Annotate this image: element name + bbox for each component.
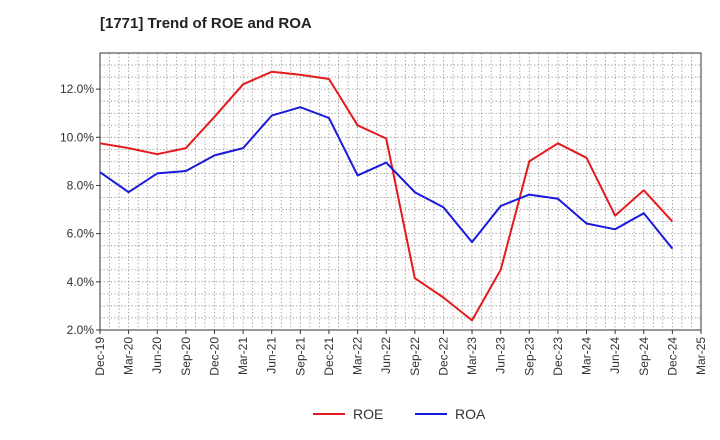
y-tick-label: 8.0% [67,178,95,192]
legend-label-roe: ROE [353,406,383,422]
legend-label-roa: ROA [455,406,486,422]
x-tick-label: Jun-22 [379,337,393,374]
series-line-roa [99,106,674,250]
x-tick-label: Sep-24 [637,337,651,376]
series-line-roe [99,70,674,322]
x-tick-label: Mar-25 [694,337,708,375]
x-tick-label: Jun-21 [265,337,279,374]
x-tick-label: Mar-20 [122,337,136,375]
x-tick-label: Dec-22 [436,337,450,376]
x-tick-label: Dec-20 [207,337,221,376]
x-tick-label: Jun-20 [150,337,164,374]
x-tick-label: Sep-20 [179,337,193,376]
x-tick-label: Dec-24 [665,337,679,376]
x-tick-label: Dec-21 [322,337,336,376]
x-tick-label: Mar-23 [465,337,479,375]
x-tick-label: Dec-23 [551,337,565,376]
chart-title: [1771] Trend of ROE and ROA [100,15,312,32]
x-tick-label: Mar-24 [580,337,594,375]
x-tick-label: Sep-22 [408,337,422,376]
plot-area [100,53,701,330]
x-tick-label: Dec-19 [93,337,107,376]
y-tick-label: 6.0% [67,227,95,241]
x-tick-label: Mar-21 [236,337,250,375]
x-tick-label: Sep-23 [522,337,536,376]
y-tick-label: 12.0% [60,82,94,96]
x-tick-label: Mar-22 [351,337,365,375]
x-tick-label: Sep-21 [293,337,307,376]
y-tick-label: 2.0% [67,323,95,337]
y-tick-label: 4.0% [67,275,95,289]
x-tick-label: Jun-23 [494,337,508,374]
plot-frame [99,52,702,331]
y-tick-label: 10.0% [60,130,94,144]
x-tick-label: Jun-24 [608,337,622,374]
